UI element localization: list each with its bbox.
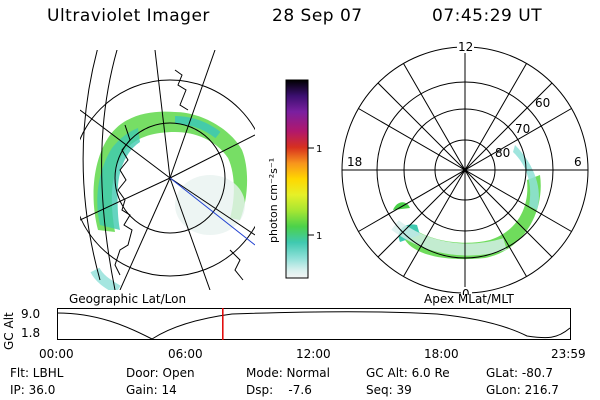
timeline-ymax-label: 9.0 (21, 307, 41, 321)
colorbar-tick-100: 100 (316, 144, 322, 155)
ip-info: IP: 36.0 (10, 383, 56, 397)
timeline-tick-0600: 06:00 (168, 347, 203, 361)
door-info: Door: Open (126, 366, 195, 380)
date-label: 28 Sep 07 (272, 6, 363, 26)
coastline (114, 124, 133, 276)
timeline-tick-1200: 12:00 (296, 347, 331, 361)
apex-panel-label: Apex MLat/MLT (424, 292, 514, 306)
timeline-plot (57, 308, 571, 340)
time-label: 07:45:29 UT (432, 6, 543, 26)
colorbar-gradient (285, 79, 309, 279)
auroral-emission-dawn (97, 128, 140, 230)
gc-alt-info: GC Alt: 6.0 Re (366, 366, 450, 380)
timeline-tick-1800: 18:00 (424, 347, 459, 361)
lat-60-label: 60 (535, 96, 550, 110)
timeline-tick-0000: 00:00 (39, 347, 74, 361)
seq-info: Seq: 39 (366, 383, 412, 397)
filter-info: Flt: LBHL (10, 366, 64, 380)
lat-70-label: 70 (515, 122, 530, 136)
timeline-axis-title: GC Alt (2, 300, 16, 350)
lat-80-label: 80 (495, 146, 510, 160)
gc-altitude-curve (57, 311, 571, 340)
geographic-panel-label: Geographic Lat/Lon (69, 292, 187, 306)
gc-alt-axis-label: GC Alt (2, 312, 16, 350)
mlt-18-label: 18 (347, 155, 362, 169)
mlt-12-label: 12 (458, 40, 473, 54)
glon-info: GLon: 216.7 (486, 383, 559, 397)
mlt-0-label: 0 (462, 287, 470, 295)
glat-info: GLat: -80.7 (486, 366, 553, 380)
timeline-tick-2359: 23:59 (551, 347, 586, 361)
polar-plot: 12 18 6 0 60 70 80 (341, 40, 589, 295)
geographic-map (80, 50, 255, 290)
uv-emission (405, 175, 541, 260)
timeline-ymin-label: 1.8 (21, 326, 41, 340)
colorbar-tick-10: 10 (316, 231, 322, 242)
colorbar-unit-label: photon cm⁻²s⁻¹ (267, 158, 280, 243)
instrument-title: Ultraviolet Imager (47, 6, 210, 26)
colorbar: 100 10 photon cm⁻²s⁻¹ (267, 79, 322, 279)
dsp-info: Dsp: -7.6 (246, 383, 312, 397)
mlt-6-label: 6 (574, 155, 582, 169)
mode-info: Mode: Normal (246, 366, 330, 380)
terminator-line (169, 177, 255, 246)
gain-info: Gain: 14 (126, 383, 177, 397)
